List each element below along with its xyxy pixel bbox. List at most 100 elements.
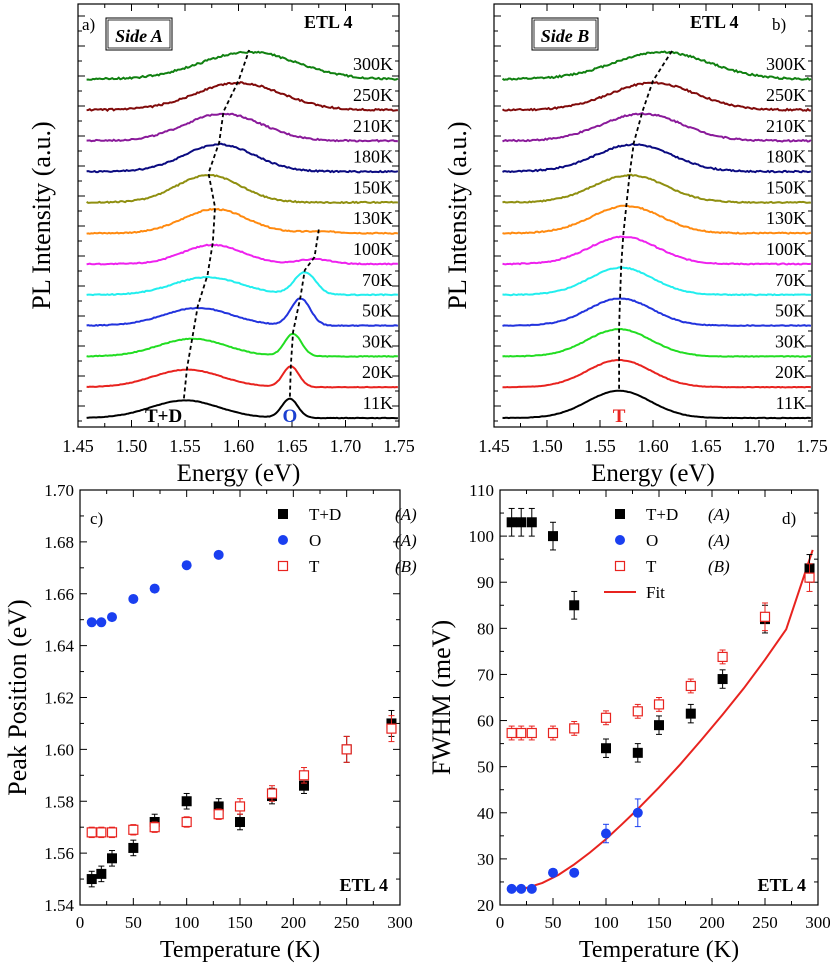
spectrum-210K	[502, 112, 812, 143]
peak-annotation: T	[613, 406, 626, 427]
x-tick-label: 1.65	[276, 436, 308, 456]
data-point	[516, 883, 527, 894]
data-point	[569, 867, 580, 878]
data-point	[653, 699, 665, 710]
x-tick-label: 50	[125, 913, 142, 932]
spectrum-150K	[86, 173, 398, 205]
data-point	[804, 572, 815, 583]
spectrum-20K	[502, 358, 812, 389]
spectrum-150K	[502, 173, 812, 205]
spectrum-300K	[501, 50, 812, 81]
legend-label: T+D	[646, 505, 678, 524]
data-point	[181, 560, 192, 571]
data-point	[601, 828, 611, 839]
data-point	[213, 801, 224, 812]
data-point	[341, 744, 352, 755]
x-tick-label: 150	[646, 913, 672, 932]
data-point	[516, 517, 527, 528]
data-point	[548, 531, 558, 542]
x-tick-label: 200	[699, 913, 725, 932]
x-tick-label: 1.60	[223, 436, 255, 456]
panel-label: c)	[90, 509, 103, 528]
data-point	[569, 600, 580, 611]
data-point	[86, 874, 97, 885]
plot-frame	[493, 3, 813, 428]
legend-side: (A)	[708, 505, 730, 524]
panel-d: 0 50 100 150 200 250 300 20 30 40 50 60 70 80 90 100 110…	[427, 481, 830, 963]
y-tick-label: 1.56	[44, 844, 74, 863]
spectrum-70K	[502, 266, 812, 297]
data-point	[547, 727, 559, 739]
x-tick-label: 1.45	[478, 436, 510, 456]
spectrum-130K	[86, 207, 399, 235]
temperature-label: 50K	[775, 301, 806, 321]
y-tick-label: 80	[477, 619, 494, 638]
y-tick-label: 50	[477, 758, 494, 777]
data-point	[213, 809, 224, 820]
panel-label: a)	[82, 15, 95, 34]
data-point	[632, 807, 643, 818]
x-tick-label: 100	[593, 913, 619, 932]
spectrum-250K	[501, 81, 811, 112]
y-tick-label: 70	[477, 665, 494, 684]
data-point	[213, 549, 224, 560]
x-tick-label: 200	[281, 913, 307, 932]
data-point	[569, 723, 580, 734]
temperature-label: 20K	[362, 362, 393, 382]
x-axis-label: Energy (eV)	[177, 460, 301, 487]
y-tick-label: 90	[477, 573, 494, 592]
temperature-label: 150K	[353, 177, 393, 197]
data-point	[759, 611, 771, 622]
x-tick-label: 150	[227, 913, 253, 932]
temperature-label: 30K	[362, 331, 393, 351]
temperature-label: 100K	[353, 239, 393, 259]
spectrum-100K	[502, 235, 812, 266]
data-point	[86, 617, 97, 628]
x-tick-label: 1.70	[743, 436, 775, 456]
side-label: Side A	[115, 26, 163, 46]
data-point	[632, 706, 643, 717]
spectrum-50K	[502, 297, 812, 327]
panel-label: d)	[782, 509, 796, 528]
spectrum-130K	[502, 204, 812, 235]
legend-side: (B)	[395, 557, 417, 576]
legend-marker	[614, 560, 626, 572]
data-point	[526, 883, 537, 894]
data-point	[526, 517, 537, 528]
peak-guide-line	[183, 49, 251, 399]
data-point	[601, 743, 611, 754]
data-point	[506, 883, 517, 894]
x-tick-label: 1.45	[62, 436, 94, 456]
x-tick-label: 0	[496, 913, 505, 932]
y-axis-label: PL Intensity (a.u.)	[27, 121, 56, 309]
data-point	[149, 583, 160, 594]
legend-marker	[277, 560, 289, 572]
temperature-label: 70K	[775, 270, 806, 290]
x-tick-label: 250	[334, 913, 360, 932]
spectrum-300K	[86, 49, 399, 81]
y-tick-label: 1.66	[44, 585, 74, 604]
data-point	[654, 720, 664, 731]
sample-label: ETL 4	[757, 875, 806, 895]
legend-marker	[278, 509, 288, 519]
spectrum-11K	[86, 397, 398, 420]
spectrum-100K	[86, 243, 398, 266]
legend-label: O	[646, 531, 658, 550]
x-tick-label: 0	[76, 913, 85, 932]
side-box-inner	[533, 19, 597, 49]
x-tick-label: 1.60	[637, 436, 669, 456]
spectrum-30K	[502, 327, 811, 358]
data-point	[181, 816, 192, 828]
x-tick-label: 1.70	[330, 436, 362, 456]
x-tick-label: 1.75	[383, 436, 415, 456]
data-point	[149, 822, 160, 833]
y-axis-label: PL Intensity (a.u.)	[443, 121, 472, 309]
temperature-label: 50K	[362, 301, 393, 321]
sample-label: ETL 4	[690, 12, 739, 32]
y-tick-label: 110	[469, 481, 494, 500]
y-tick-label: 1.54	[44, 896, 74, 915]
data-point	[299, 780, 309, 791]
data-point	[506, 727, 517, 739]
y-tick-label: 1.68	[44, 533, 74, 552]
data-point	[128, 824, 139, 835]
